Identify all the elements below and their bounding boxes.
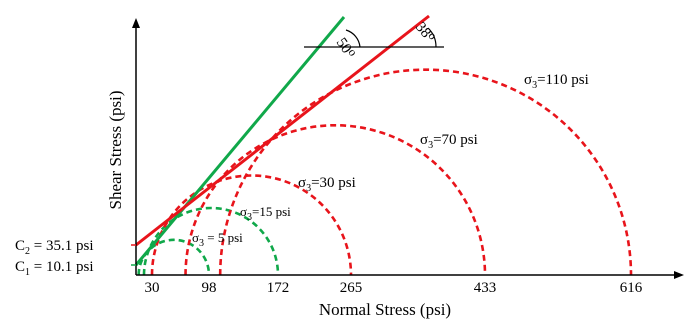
x-axis-arrow xyxy=(674,271,684,279)
failure-envelopes xyxy=(134,14,430,266)
angle-construction xyxy=(304,27,444,48)
circle-label-5: σ3 = 5 psi xyxy=(192,230,243,249)
green-failure-envelope xyxy=(134,16,346,266)
mohr-circle xyxy=(184,124,487,276)
x-tick-label: 616 xyxy=(620,280,643,296)
cohesion-label-c1: C1 = 10.1 psi xyxy=(15,259,93,278)
circle-label-110: σ3=110 psi xyxy=(524,72,589,91)
angle-arc-50 xyxy=(345,29,361,48)
y-axis-title: Shear Stress (psi) xyxy=(106,91,125,210)
red-failure-envelope xyxy=(135,14,430,247)
angle-arc-38 xyxy=(427,27,437,48)
x-axis-title: Normal Stress (psi) xyxy=(319,300,451,319)
x-tick-labels: 30 98 172 265 433 616 xyxy=(145,280,643,296)
circle-label-30: σ3=30 psi xyxy=(298,175,356,194)
x-tick-label: 172 xyxy=(267,280,290,296)
mohr-circle xyxy=(137,238,211,276)
x-tick-label: 30 xyxy=(145,280,160,296)
cohesion-label-c2: C2 = 35.1 psi xyxy=(15,238,93,257)
circle-label-15: σ3=15 psi xyxy=(240,204,291,223)
x-tick-label: 265 xyxy=(340,280,363,296)
y-axis-arrow xyxy=(132,18,140,28)
x-tick-label: 433 xyxy=(474,280,497,296)
mohr-circle xyxy=(218,68,633,276)
axes xyxy=(131,18,684,279)
mohr-circle xyxy=(150,174,353,276)
circle-label-70: σ3=70 psi xyxy=(420,132,478,151)
x-tick-label: 98 xyxy=(202,280,217,296)
